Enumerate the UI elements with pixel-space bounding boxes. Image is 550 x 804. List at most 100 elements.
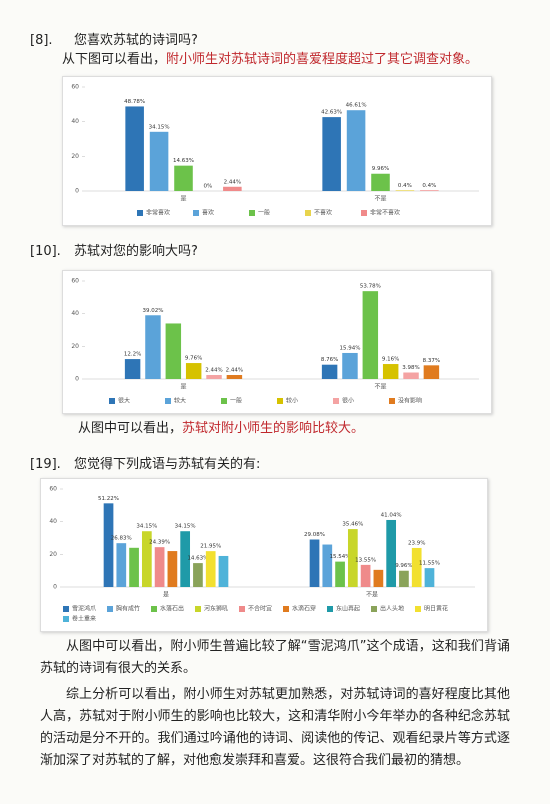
note: 从图中可以看出，苏轼对附小师生的影响比较大。	[78, 418, 364, 440]
data-label: 26.83%	[111, 536, 132, 542]
legend-label: 卷土重来	[72, 615, 96, 623]
bar	[223, 186, 242, 191]
legend-label: 较大	[174, 397, 186, 405]
bar	[360, 564, 371, 587]
chart: 0 20 40 60 是 51.22% 26.83% 34.15% 24.39% 34.15% 14…	[40, 478, 488, 632]
y-tick-label: 40	[49, 518, 57, 525]
data-label: 15.94%	[339, 345, 360, 351]
data-label: 13.55%	[355, 557, 376, 563]
question-text: 您喜欢苏轼的诗词吗?	[74, 33, 198, 48]
bar	[342, 352, 358, 379]
legend-label: 不合时宜	[248, 605, 272, 613]
bar	[154, 547, 165, 587]
data-label: 2.44%	[226, 368, 243, 374]
bar	[165, 323, 182, 379]
bar	[335, 561, 345, 587]
y-tick-label: 40	[71, 310, 79, 317]
bar	[420, 190, 439, 191]
legend-label: 非常不喜欢	[370, 209, 400, 217]
data-label: 11.55%	[419, 561, 440, 567]
legend-label: 没有影响	[398, 397, 422, 405]
data-label: 0.4%	[398, 183, 412, 189]
note-text: 从下图可以看出，	[62, 52, 167, 67]
bar	[322, 117, 341, 191]
bar	[362, 291, 379, 379]
legend-swatch	[333, 398, 339, 404]
bar	[411, 547, 422, 587]
bar	[309, 539, 320, 587]
legend-swatch	[151, 606, 157, 612]
bar	[205, 551, 216, 587]
bar	[174, 165, 193, 191]
y-tick-label: 60	[71, 84, 79, 91]
data-label: 51.22%	[98, 496, 119, 502]
data-label: 34.15%	[136, 524, 157, 530]
data-label: 0.4%	[422, 183, 436, 189]
data-label: 42.63%	[321, 110, 342, 116]
y-tick-label: 40	[71, 118, 79, 125]
note-highlight: 附小师生对苏轼诗词的喜爱程度超过了其它调查对象。	[166, 52, 479, 67]
data-label: 12.2%	[124, 352, 141, 358]
data-label: 39.02%	[142, 308, 163, 314]
data-label: 15.54%	[330, 554, 351, 560]
data-label: 2.44%	[224, 179, 241, 185]
data-label: 41.04%	[381, 512, 402, 518]
bar	[322, 544, 333, 587]
chart: 0 20 40 60 是 48.78% 34.15% 14.63% 0% 2.44% 不是 42.63…	[62, 76, 492, 226]
data-label: 34.15%	[175, 524, 196, 530]
data-label: 0%	[204, 184, 213, 190]
data-label: 46.61%	[346, 103, 367, 109]
bar	[185, 363, 202, 379]
question-number: [10].	[30, 244, 61, 259]
x-tick-label: 是	[163, 592, 169, 599]
data-label: 53.78%	[360, 284, 381, 290]
legend-label: 水滴石穿	[292, 605, 316, 613]
question: [19]. 您觉得下列成语与苏轼有关的有:	[30, 454, 260, 476]
legend-label: 明日黄花	[424, 605, 448, 613]
x-tick-label: 不是	[374, 384, 386, 391]
legend-swatch	[389, 398, 395, 404]
question-number: [19].	[30, 457, 61, 472]
bar	[226, 375, 243, 379]
data-label: 9.16%	[382, 357, 399, 363]
bar	[371, 173, 390, 191]
bar	[382, 364, 399, 379]
y-tick-label: 0	[75, 188, 79, 195]
data-label: 2.44%	[205, 368, 222, 374]
bar	[125, 106, 144, 191]
bar	[373, 569, 384, 587]
legend-label: 喜欢	[202, 209, 214, 217]
bar	[103, 503, 114, 587]
note-highlight: 苏轼对附小师生的影响比较大。	[182, 421, 365, 436]
bar	[149, 131, 169, 191]
legend-swatch	[195, 606, 201, 612]
bar	[124, 359, 141, 379]
question: [10]. 苏轼对您的影响大吗?	[30, 241, 198, 263]
paragraph: 综上分析可以看出，附小师生对苏轼更加熟悉，对苏轼诗词的喜好程度比其他人高，苏轼对…	[40, 687, 510, 768]
legend-label: 出人头地	[380, 605, 404, 613]
question-text: 您觉得下列成语与苏轼有关的有:	[74, 457, 261, 472]
bar	[116, 543, 127, 587]
bar	[423, 365, 440, 379]
bar	[167, 551, 178, 587]
legend-swatch	[361, 210, 367, 216]
legend-swatch	[193, 210, 199, 216]
bar	[346, 110, 366, 191]
legend-label: 不喜欢	[314, 209, 332, 217]
legend-swatch	[221, 398, 227, 404]
data-label: 48.78%	[124, 99, 145, 105]
legend-label: 很小	[342, 397, 354, 405]
data-label: 14.63%	[187, 556, 208, 562]
x-tick-label: 不是	[374, 196, 386, 203]
y-tick-label: 60	[49, 486, 57, 493]
bar	[399, 570, 409, 587]
data-label: 24.39%	[149, 540, 170, 546]
question-number: [8].	[30, 33, 53, 48]
paragraph: 从图中可以看出，附小师生普遍比较了解“雪泥鸿爪”这个成语，这和我们背诵苏轼的诗词…	[40, 639, 510, 676]
legend-label: 东山再起	[336, 605, 360, 613]
legend-swatch	[371, 606, 377, 612]
data-label: 9.96%	[372, 166, 389, 172]
legend-label: 较小	[286, 397, 298, 405]
